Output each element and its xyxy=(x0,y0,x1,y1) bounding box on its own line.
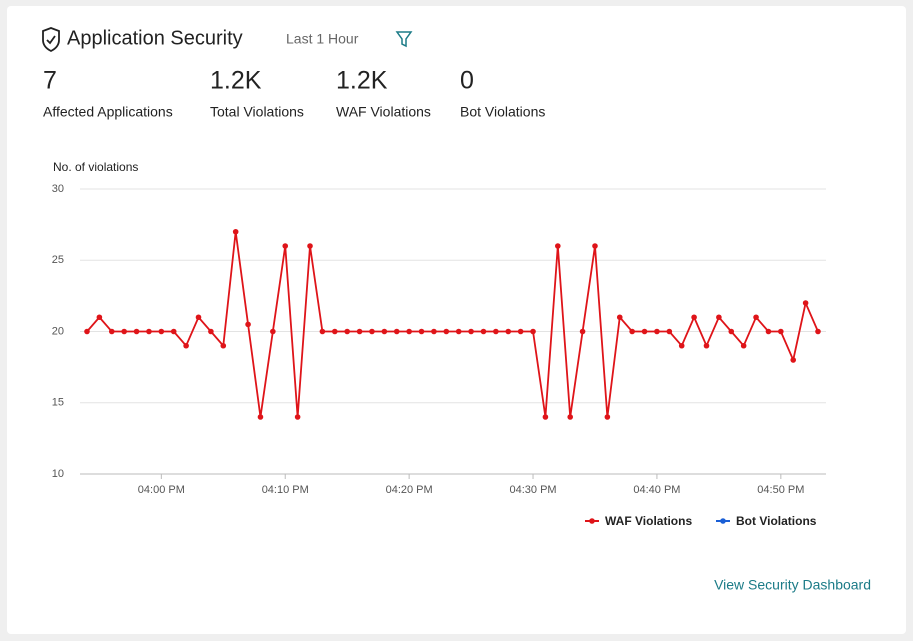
data-point xyxy=(480,328,487,335)
data-point xyxy=(493,328,499,335)
time-range[interactable]: Last 1 Hour xyxy=(286,31,359,47)
data-point xyxy=(629,328,635,335)
data-point xyxy=(604,414,611,420)
y-tick-label: 20 xyxy=(52,325,64,337)
data-point xyxy=(344,328,350,335)
data-point xyxy=(331,328,338,335)
data-point xyxy=(678,342,685,349)
x-tick-label: 04:50 PM xyxy=(757,484,804,496)
data-point xyxy=(616,314,623,321)
x-tick-label: 04:20 PM xyxy=(386,484,433,496)
data-point xyxy=(108,328,115,335)
data-point xyxy=(728,328,735,335)
data-point xyxy=(790,357,797,363)
data-point xyxy=(270,328,276,335)
data-point xyxy=(133,328,140,335)
data-point xyxy=(579,328,586,335)
x-tick-label: 04:30 PM xyxy=(509,484,556,496)
stat-value: 7 xyxy=(43,67,57,95)
data-point xyxy=(257,414,264,420)
data-point xyxy=(555,243,561,249)
x-tick-label: 04:10 PM xyxy=(262,484,309,496)
data-point xyxy=(245,321,251,328)
legend-dot xyxy=(720,518,726,524)
x-tick-label: 04:00 PM xyxy=(138,484,185,496)
dashboard-link[interactable]: View Security Dashboard xyxy=(714,577,871,593)
data-point xyxy=(208,328,214,335)
y-tick-label: 25 xyxy=(52,254,64,266)
data-point xyxy=(369,328,375,335)
data-point xyxy=(307,243,313,249)
data-point xyxy=(740,342,747,349)
card xyxy=(7,6,906,634)
data-point xyxy=(406,328,412,335)
data-point xyxy=(443,328,450,335)
y-tick-label: 30 xyxy=(52,183,64,195)
data-point xyxy=(431,328,437,335)
data-point xyxy=(146,328,152,335)
data-point xyxy=(393,328,400,335)
data-point xyxy=(778,328,784,335)
data-point xyxy=(418,328,425,335)
data-point xyxy=(666,328,673,335)
data-point xyxy=(195,314,202,321)
series-line xyxy=(86,231,819,418)
data-point xyxy=(753,314,759,321)
y-tick-label: 15 xyxy=(52,397,64,409)
data-point xyxy=(96,314,103,321)
data-point xyxy=(592,243,598,249)
data-point xyxy=(121,328,127,335)
data-point xyxy=(815,328,821,335)
data-point xyxy=(319,328,326,335)
stat-value: 1.2K xyxy=(210,67,262,95)
legend-label: WAF Violations xyxy=(605,514,692,528)
data-point xyxy=(505,328,512,335)
y-tick-label: 10 xyxy=(52,468,64,480)
data-point xyxy=(641,328,648,335)
data-point xyxy=(691,314,697,321)
data-point xyxy=(703,342,710,349)
data-point xyxy=(294,414,301,420)
data-point xyxy=(170,328,177,335)
data-point xyxy=(84,328,90,335)
stat-label: Bot Violations xyxy=(460,104,545,120)
data-point xyxy=(282,243,289,249)
legend-label: Bot Violations xyxy=(736,514,817,528)
data-point xyxy=(567,414,574,420)
check-icon xyxy=(46,35,56,45)
y-axis-label: No. of violations xyxy=(53,160,138,174)
stat-label: Affected Applications xyxy=(43,104,173,120)
data-point xyxy=(232,228,239,235)
stat-label: WAF Violations xyxy=(336,104,431,120)
legend-dot xyxy=(589,518,595,524)
data-point xyxy=(455,328,462,335)
data-point xyxy=(654,328,660,335)
data-point xyxy=(220,342,227,349)
stat-label: Total Violations xyxy=(210,104,304,120)
data-point xyxy=(765,328,772,335)
title: Application Security xyxy=(67,27,243,49)
filter-icon[interactable] xyxy=(395,31,413,48)
data-point xyxy=(183,342,189,349)
data-point xyxy=(158,328,165,335)
data-point xyxy=(542,414,549,420)
shield-icon xyxy=(42,27,60,53)
stat-value: 1.2K xyxy=(336,67,388,95)
data-point xyxy=(381,328,388,335)
data-point xyxy=(716,314,722,321)
data-point xyxy=(530,328,536,335)
data-point xyxy=(517,328,524,335)
stat-value: 0 xyxy=(460,67,474,95)
x-tick-label: 04:40 PM xyxy=(633,484,680,496)
data-point xyxy=(468,328,474,335)
data-point xyxy=(356,328,363,335)
data-point xyxy=(802,300,809,306)
